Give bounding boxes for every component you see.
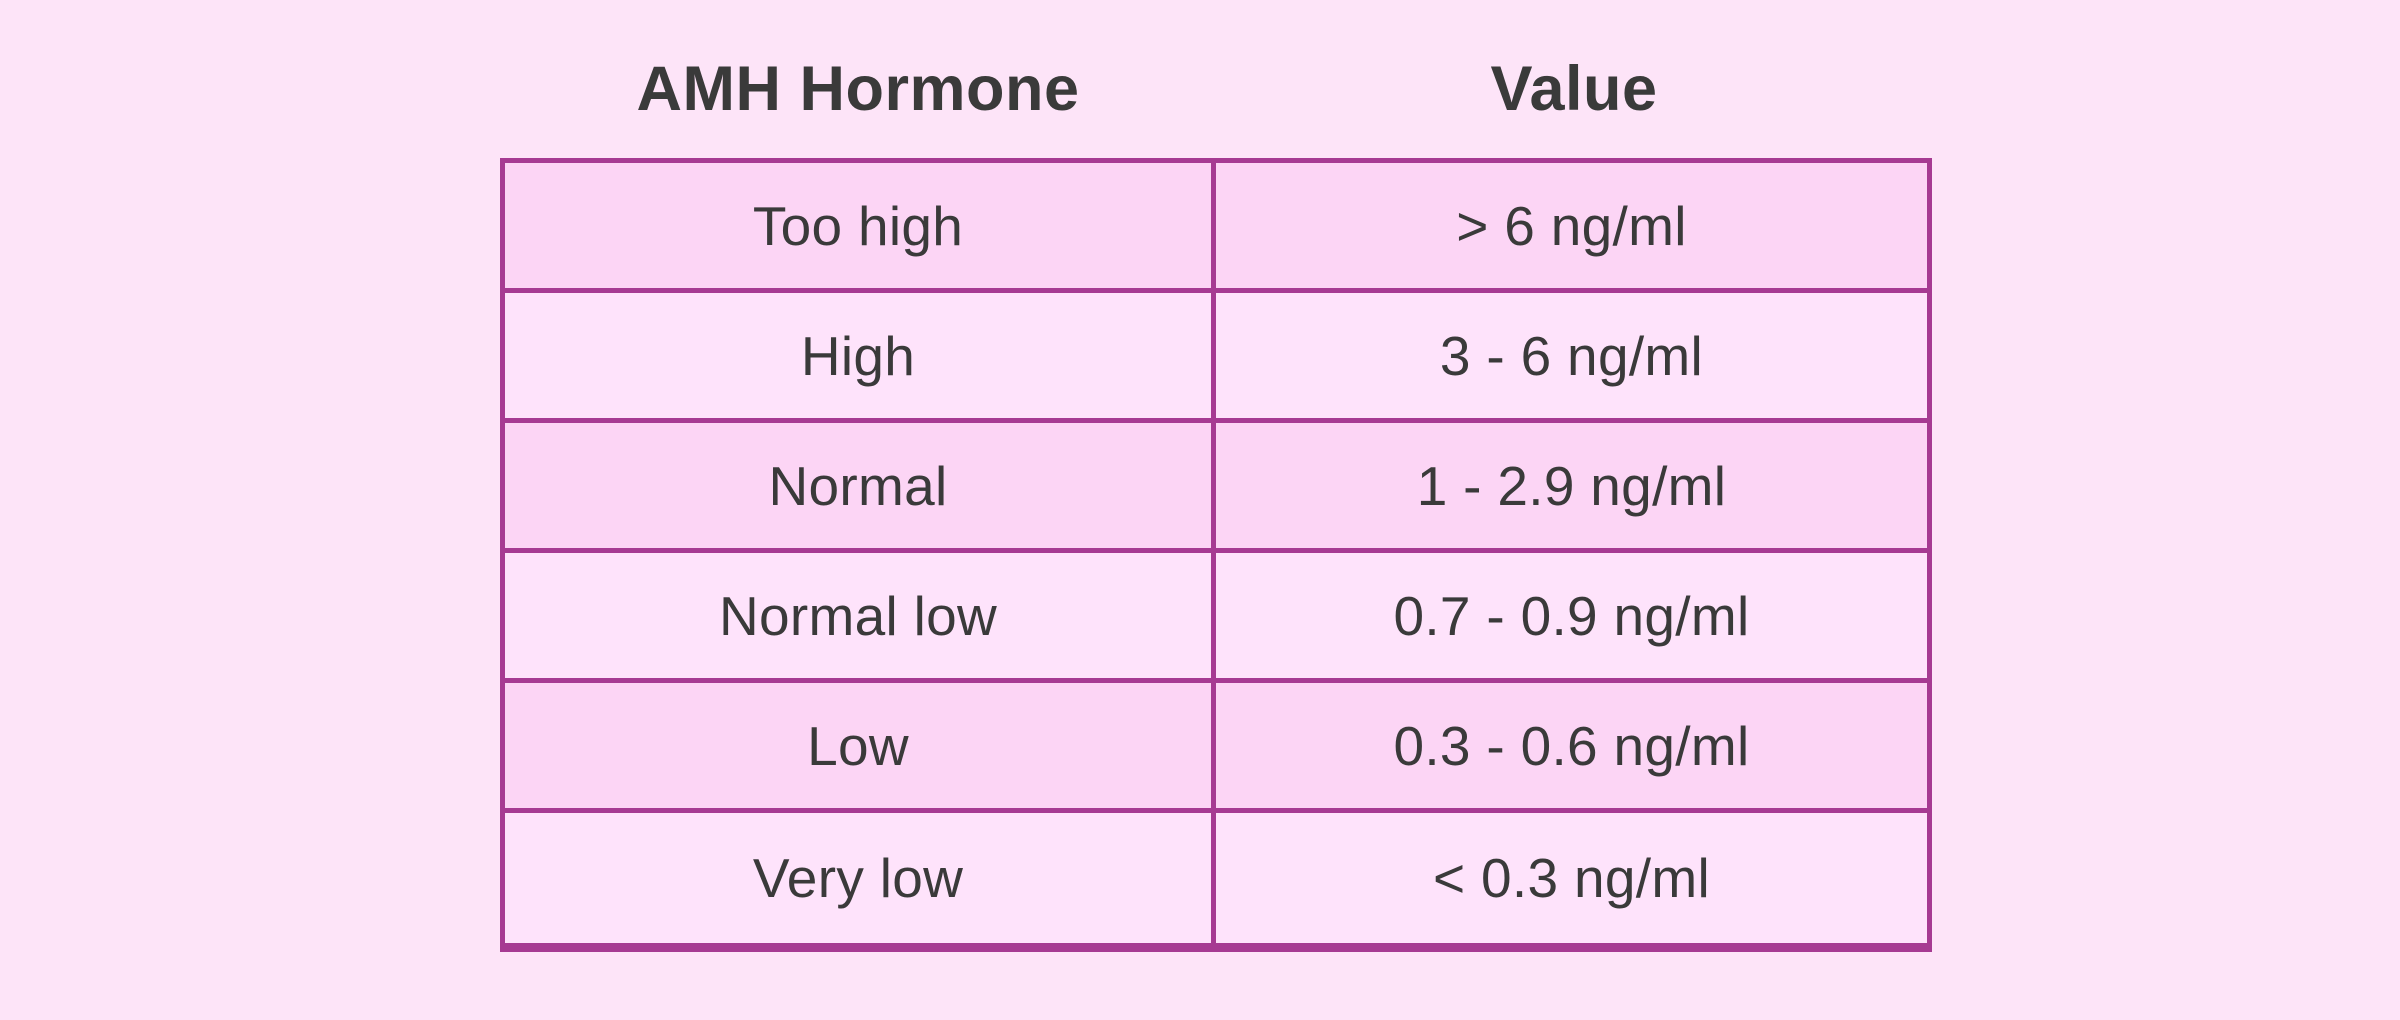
table-header-row: AMH Hormone Value xyxy=(500,38,1932,140)
table-row: High 3 - 6 ng/ml xyxy=(505,293,1927,423)
table-row: Low 0.3 - 0.6 ng/ml xyxy=(505,683,1927,813)
level-cell: Too high xyxy=(505,163,1216,288)
value-cell: 0.3 - 0.6 ng/ml xyxy=(1393,714,1750,777)
value-cell: < 0.3 ng/ml xyxy=(1433,847,1710,909)
level-cell: Very low xyxy=(505,813,1216,943)
table-row: Very low < 0.3 ng/ml xyxy=(505,813,1927,943)
column-header-value: Value xyxy=(1490,54,1658,124)
table-body: Too high > 6 ng/ml High 3 - 6 ng/ml Norm… xyxy=(500,158,1932,952)
column-header-amh-hormone: AMH Hormone xyxy=(636,54,1080,124)
value-cell: 3 - 6 ng/ml xyxy=(1439,324,1704,387)
amh-value-table: AMH Hormone Value Too high > 6 ng/ml Hig… xyxy=(500,38,1932,952)
value-cell: > 6 ng/ml xyxy=(1456,194,1687,257)
table-row: Normal low 0.7 - 0.9 ng/ml xyxy=(505,553,1927,683)
level-cell: Normal xyxy=(505,423,1216,548)
table-row: Too high > 6 ng/ml xyxy=(505,163,1927,293)
table-row: Normal 1 - 2.9 ng/ml xyxy=(505,423,1927,553)
value-cell: 0.7 - 0.9 ng/ml xyxy=(1393,584,1750,647)
level-cell: Normal low xyxy=(505,553,1216,678)
level-cell: High xyxy=(505,293,1216,418)
value-cell: 1 - 2.9 ng/ml xyxy=(1416,454,1727,517)
level-cell: Low xyxy=(505,683,1216,808)
